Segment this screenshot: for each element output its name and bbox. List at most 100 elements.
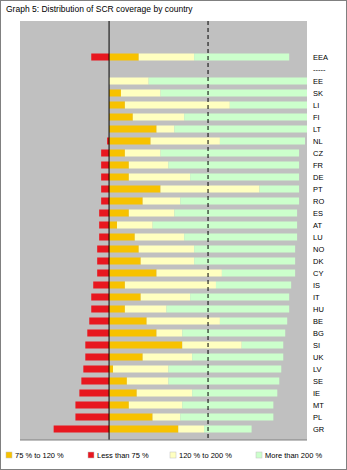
bar-segment — [109, 78, 149, 85]
bar-segment — [75, 402, 109, 409]
frame — [1, 1, 347, 470]
bar-segment — [101, 150, 109, 157]
bar-segment — [242, 342, 284, 349]
category-label: CZ — [313, 149, 323, 158]
legend-swatch — [170, 452, 176, 458]
bar-segment — [109, 186, 160, 193]
bar-segment — [129, 162, 169, 169]
bar-segment — [157, 330, 183, 337]
bar-segment — [168, 378, 279, 385]
bar-segment — [101, 186, 109, 193]
bar-segment — [109, 258, 141, 265]
bar-segment — [99, 222, 109, 229]
bar-segment — [161, 150, 300, 157]
bar-segment — [129, 402, 182, 409]
bar-segment — [91, 306, 109, 313]
category-label: ES — [313, 209, 323, 218]
bar-segment — [129, 174, 190, 181]
bar-segment — [153, 414, 181, 421]
bar-segment — [109, 54, 139, 61]
bar-segment — [109, 198, 143, 205]
category-label: AT — [313, 221, 322, 230]
bar-segment — [127, 378, 169, 385]
bar-segment — [109, 414, 153, 421]
bar-segment — [184, 114, 307, 121]
category-label: SK — [313, 89, 323, 98]
bar-segment — [97, 258, 109, 265]
bar-segment — [168, 162, 299, 169]
chart: Graph 5: Distribution of SCR coverage by… — [0, 0, 347, 470]
bar-segment — [75, 414, 109, 421]
category-label: LV — [313, 365, 322, 374]
bar-segment — [143, 198, 181, 205]
bar-segment — [125, 102, 230, 109]
bar-segment — [222, 270, 295, 277]
bar-segment — [109, 330, 157, 337]
bar-segment — [109, 426, 178, 433]
bar-segment — [194, 258, 295, 265]
grid-line — [208, 21, 209, 440]
category-label: SE — [313, 377, 323, 386]
plot-area — [20, 21, 307, 440]
bar-segment — [194, 246, 295, 253]
category-label: MT — [313, 401, 324, 410]
bar-segment — [109, 318, 147, 325]
category-label: CY — [313, 269, 323, 278]
bar-segment — [101, 174, 109, 181]
bar-segment — [109, 210, 129, 217]
bar-segment — [180, 414, 273, 421]
bar-segment — [109, 282, 125, 289]
bar-segment — [89, 318, 109, 325]
bar-segment — [109, 234, 135, 241]
bar-segment — [109, 90, 121, 97]
title: Graph 5: Distribution of SCR coverage by… — [6, 4, 193, 14]
category-label: IS — [313, 281, 320, 290]
bar-segment — [125, 306, 167, 313]
bar-segment — [129, 210, 175, 217]
category-label: BE — [313, 317, 323, 326]
bar-segment — [166, 306, 289, 313]
bar-segment — [182, 402, 273, 409]
bar-segment — [109, 138, 151, 145]
bar-segment — [190, 294, 289, 301]
bar-segment — [168, 366, 281, 373]
bar-segment — [180, 198, 299, 205]
bar-segment — [101, 162, 109, 169]
bar-segment — [99, 234, 109, 241]
bar-segment — [97, 246, 109, 253]
category-label: FR — [313, 161, 324, 170]
category-label: HU — [313, 305, 324, 314]
bar-segment — [133, 114, 184, 121]
bar-segment — [87, 330, 109, 337]
bar-segment — [85, 354, 109, 361]
bar-segment — [216, 282, 291, 289]
bar-segment — [54, 426, 109, 433]
bar-segment — [109, 102, 125, 109]
bar-segment — [99, 210, 109, 217]
bars — [54, 54, 307, 433]
bar-segment — [204, 426, 252, 433]
bar-segment — [109, 378, 127, 385]
bar-segment — [97, 270, 109, 277]
category-label: LI — [313, 101, 319, 110]
category-label: NO — [313, 245, 324, 254]
bar-segment — [117, 222, 153, 229]
bar-segment — [141, 258, 194, 265]
category-label: GR — [313, 425, 325, 434]
bar-segment — [109, 402, 129, 409]
bar-segment — [190, 174, 299, 181]
bar-segment — [230, 102, 307, 109]
axis-line — [109, 21, 110, 440]
bar-segment — [192, 390, 277, 397]
bar-segment — [91, 54, 109, 61]
category-label: DE — [313, 173, 323, 182]
bar-segment — [109, 114, 133, 121]
category-label: PT — [313, 185, 323, 194]
category-label: SI — [313, 341, 320, 350]
bar-segment — [139, 54, 194, 61]
bar-segment — [220, 138, 305, 145]
legend-label: Less than 75 % — [97, 451, 149, 460]
bar-segment — [109, 126, 157, 133]
bar-segment — [125, 150, 161, 157]
bar-segment — [109, 354, 143, 361]
